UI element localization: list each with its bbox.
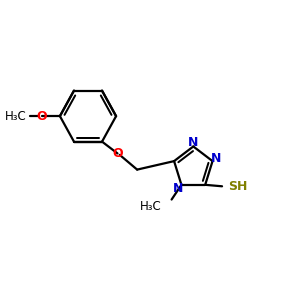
- Text: O: O: [36, 110, 47, 123]
- Text: SH: SH: [228, 180, 247, 193]
- Text: N: N: [188, 136, 199, 148]
- Text: H₃C: H₃C: [140, 200, 162, 213]
- Text: H₃C: H₃C: [4, 110, 26, 123]
- Text: N: N: [211, 152, 221, 165]
- Text: O: O: [112, 147, 123, 160]
- Text: N: N: [173, 182, 183, 195]
